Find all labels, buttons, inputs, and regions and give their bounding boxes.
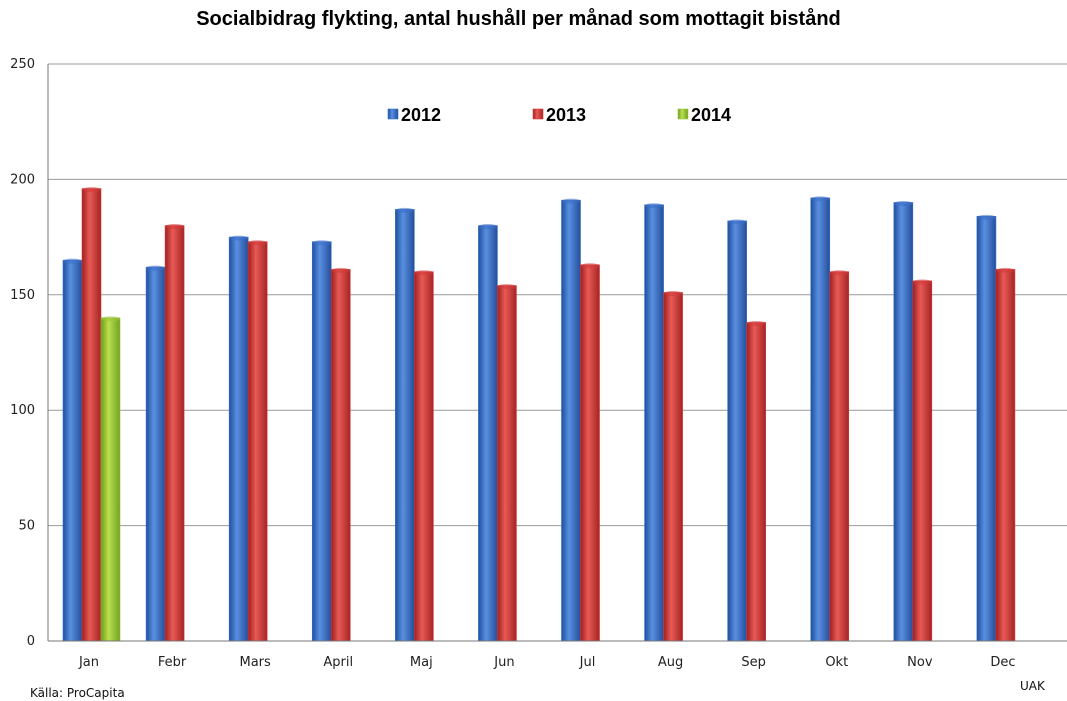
bar-2013-Okt — [829, 271, 850, 642]
x-tick-label: April — [323, 655, 353, 670]
y-tick-label: 0 — [27, 634, 35, 649]
source-note: Källa: ProCapita — [30, 686, 125, 700]
bar-2012-Okt — [810, 197, 831, 642]
bar-top-highlight — [414, 270, 434, 276]
x-tick-label: Jul — [579, 655, 596, 670]
credit-note: UAK — [1020, 679, 1045, 693]
bar-2013-Nov — [912, 280, 933, 642]
x-tick-label: Mars — [240, 655, 272, 670]
bar-2012-Febr — [145, 266, 166, 642]
bar-top-highlight — [727, 219, 747, 225]
bar-2012-Jul — [561, 199, 581, 642]
bar-top-highlight — [63, 258, 82, 264]
bar-top-highlight — [644, 203, 664, 209]
bar-2014-Jan — [100, 317, 121, 642]
x-tick-label: Sep — [741, 655, 766, 670]
chart-title: Socialbidrag flykting, antal hushåll per… — [196, 8, 841, 30]
bar-top-highlight — [165, 224, 185, 230]
bar-top-highlight — [229, 235, 249, 241]
bar-top-highlight — [995, 267, 1015, 273]
y-axis: 0 50 100 150 200 250 — [10, 57, 49, 649]
bars — [62, 187, 1016, 642]
bar-2013-Jul — [580, 264, 600, 642]
bar-2012-Maj — [395, 209, 415, 642]
legend-swatch-2012 — [387, 108, 399, 120]
x-tick-label: Jan — [78, 655, 99, 670]
bar-top-highlight — [580, 263, 600, 269]
bar-top-highlight — [331, 267, 351, 273]
bar-top-highlight — [810, 196, 830, 202]
bar-2012-Nov — [893, 202, 914, 642]
bar-top-highlight — [248, 240, 268, 246]
bar-2012-Jan — [62, 259, 83, 642]
x-tick-label: Nov — [907, 655, 933, 670]
bar-top-highlight — [395, 207, 415, 213]
y-tick-label: 250 — [10, 57, 35, 72]
bar-top-highlight — [101, 316, 120, 322]
bar-2012-Aug — [644, 204, 664, 642]
bar-top-highlight — [893, 200, 913, 206]
bar-top-highlight — [746, 320, 766, 326]
bar-2012-Sep — [727, 220, 747, 642]
bar-2012-April — [311, 241, 332, 642]
bar-2013-Sep — [746, 322, 766, 642]
bar-top-highlight — [497, 284, 517, 290]
bar-2012-Dec — [976, 216, 997, 642]
bar-2013-April — [330, 269, 351, 642]
x-tick-label: Febr — [158, 655, 187, 670]
bar-top-highlight — [829, 270, 849, 276]
bar-top-highlight — [312, 240, 332, 246]
x-tick-label: Maj — [410, 655, 433, 670]
legend-label-2014: 2014 — [691, 105, 731, 125]
y-tick-label: 100 — [10, 403, 35, 418]
bar-top-highlight — [976, 214, 996, 220]
bar-2013-Maj — [414, 271, 434, 642]
y-tick-label: 200 — [10, 172, 35, 187]
bar-top-highlight — [663, 290, 683, 296]
bar-2013-Mars — [247, 241, 268, 642]
x-tick-label: Jun — [493, 655, 514, 670]
bar-2013-Dec — [995, 269, 1016, 642]
legend: 2012 2013 2014 — [387, 105, 731, 125]
x-tick-label: Dec — [990, 655, 1015, 670]
bar-top-highlight — [478, 224, 498, 230]
legend-swatch-2013 — [532, 108, 544, 120]
legend-label-2012: 2012 — [401, 105, 441, 125]
bar-2013-Febr — [164, 225, 185, 642]
x-tick-label: Aug — [658, 655, 683, 670]
bar-top-highlight — [82, 187, 101, 193]
y-tick-label: 150 — [10, 288, 35, 303]
bar-top-highlight — [912, 279, 932, 285]
bar-2013-Aug — [663, 292, 683, 642]
x-axis: Jan Febr Mars April Maj Jun Jul Aug Sep Okt Nov Dec — [48, 640, 1067, 670]
x-tick-label: Okt — [825, 655, 848, 670]
legend-label-2013: 2013 — [546, 105, 586, 125]
bar-2013-Jun — [497, 285, 517, 642]
bar-top-highlight — [561, 198, 581, 204]
y-tick-label: 50 — [18, 519, 35, 534]
bar-2013-Jan — [81, 188, 102, 642]
bar-2012-Mars — [228, 236, 249, 642]
bar-2012-Jun — [478, 225, 498, 642]
bar-top-highlight — [146, 265, 166, 271]
legend-swatch-2014 — [677, 108, 689, 120]
